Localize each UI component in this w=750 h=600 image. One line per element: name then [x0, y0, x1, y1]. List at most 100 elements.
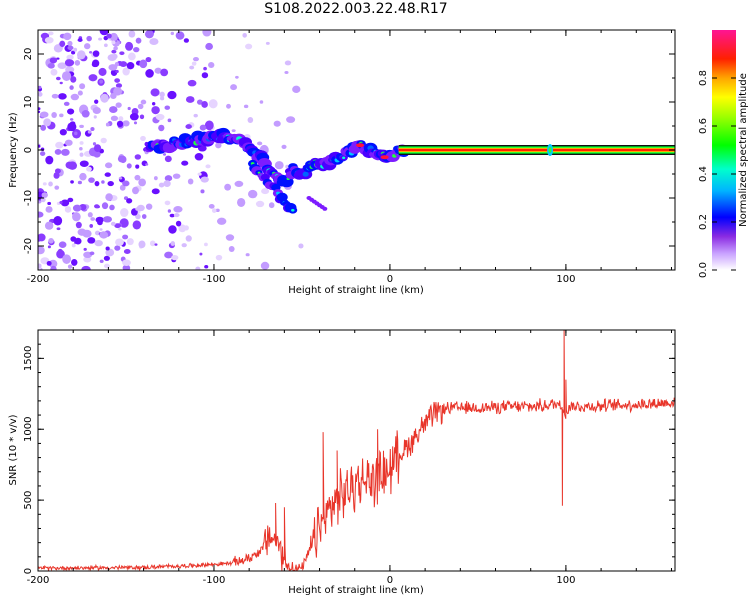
noise-blob	[97, 220, 103, 226]
noise-blob	[196, 99, 203, 105]
noise-blob	[211, 208, 217, 213]
noise-blob	[245, 43, 253, 50]
colorbar-gradient	[712, 30, 736, 270]
noise-blob	[105, 248, 115, 257]
noise-blob	[187, 79, 197, 87]
noise-blob	[99, 30, 109, 36]
noise-blob	[51, 93, 59, 99]
noise-blob	[98, 37, 103, 41]
noise-blob	[103, 255, 110, 261]
noise-blob	[64, 59, 75, 67]
noise-blob	[59, 113, 64, 118]
noise-blob	[103, 263, 110, 269]
noise-blob	[79, 152, 84, 157]
ridge-core	[291, 208, 295, 212]
ridge-core	[302, 171, 309, 177]
noise-blob	[101, 180, 105, 184]
noise-blob	[106, 33, 112, 39]
noise-blob	[286, 116, 296, 123]
noise-blob	[139, 114, 145, 120]
noise-blob	[204, 264, 209, 269]
noise-blob	[55, 141, 64, 149]
snr-series-line	[38, 330, 675, 571]
noise-blob	[109, 204, 115, 211]
noise-blob	[91, 61, 98, 68]
noise-blob	[164, 200, 171, 206]
noise-blob	[292, 85, 301, 94]
noise-blob	[53, 215, 63, 226]
noise-blob	[122, 234, 129, 240]
colorbar-tick-label: 0.0	[698, 262, 709, 278]
noise-blob	[172, 173, 181, 179]
noise-blob	[160, 68, 169, 77]
chart-title: S108.2022.003.22.48.R17	[264, 1, 448, 17]
noise-blob	[164, 155, 172, 163]
noise-blob	[231, 129, 236, 133]
noise-blob	[53, 172, 60, 179]
noise-blob	[205, 42, 213, 51]
noise-blob	[134, 222, 139, 227]
noise-blob	[102, 216, 112, 223]
y-tick-label: 1000	[23, 417, 34, 442]
noise-blob	[61, 148, 70, 156]
noise-blob	[183, 225, 189, 231]
noise-blob	[134, 174, 141, 181]
noise-blob	[118, 116, 124, 122]
noise-blob	[140, 135, 146, 141]
noise-blob	[61, 71, 72, 81]
noise-blob	[39, 111, 49, 118]
noise-blob	[164, 251, 173, 259]
noise-blob	[58, 93, 67, 100]
colorbar-ticks: 0.0 0.2 0.4 0.6 0.8	[698, 70, 736, 278]
noise-blob	[281, 144, 287, 149]
noise-blob	[66, 54, 74, 60]
noise-blob	[56, 57, 60, 60]
noise-blob	[105, 246, 110, 251]
noise-blob	[204, 242, 208, 247]
noise-blob	[105, 193, 113, 201]
noise-blob	[81, 265, 91, 270]
noise-blob	[89, 50, 93, 54]
noise-blob	[72, 204, 82, 212]
noise-blob	[90, 126, 95, 132]
noise-blob	[118, 227, 122, 231]
noise-blob	[94, 181, 100, 187]
noise-blob	[38, 263, 42, 269]
noise-blob	[126, 62, 135, 70]
noise-blob	[86, 166, 92, 172]
noise-blob	[81, 110, 90, 118]
noise-blob	[99, 79, 104, 84]
noise-blob	[89, 251, 95, 256]
noise-blob	[236, 197, 246, 207]
noise-blob	[99, 231, 109, 239]
noise-blob	[158, 182, 165, 188]
noise-blob	[122, 259, 131, 266]
noise-blob	[41, 192, 48, 198]
y-tick-label: 0	[23, 147, 34, 153]
x-tick-label: -200	[27, 274, 50, 285]
noise-blob	[108, 64, 118, 71]
noise-blob	[98, 67, 107, 76]
noise-blob	[215, 142, 222, 149]
noise-blob	[54, 185, 60, 190]
noise-blob	[47, 245, 51, 249]
noise-blob	[265, 41, 270, 45]
noise-blob	[90, 217, 96, 221]
noise-blob	[59, 40, 66, 47]
noise-blob	[115, 102, 122, 108]
noise-blob	[261, 188, 270, 195]
noise-blob	[245, 253, 250, 257]
bottom-y-axis-title: SNR (10 * v/v)	[8, 414, 19, 485]
y-tick-label: -10	[23, 190, 34, 206]
noise-blob	[274, 161, 284, 170]
noise-blob	[248, 189, 258, 199]
noise-blob	[115, 83, 123, 89]
noise-blob	[160, 96, 165, 101]
noise-blob	[122, 120, 130, 127]
noise-blob	[145, 69, 154, 78]
colorbar-label: Normalized spectral amplitude	[738, 73, 749, 227]
noise-blob	[145, 163, 149, 166]
noise-blob	[92, 106, 101, 114]
noise-blob	[205, 164, 211, 169]
